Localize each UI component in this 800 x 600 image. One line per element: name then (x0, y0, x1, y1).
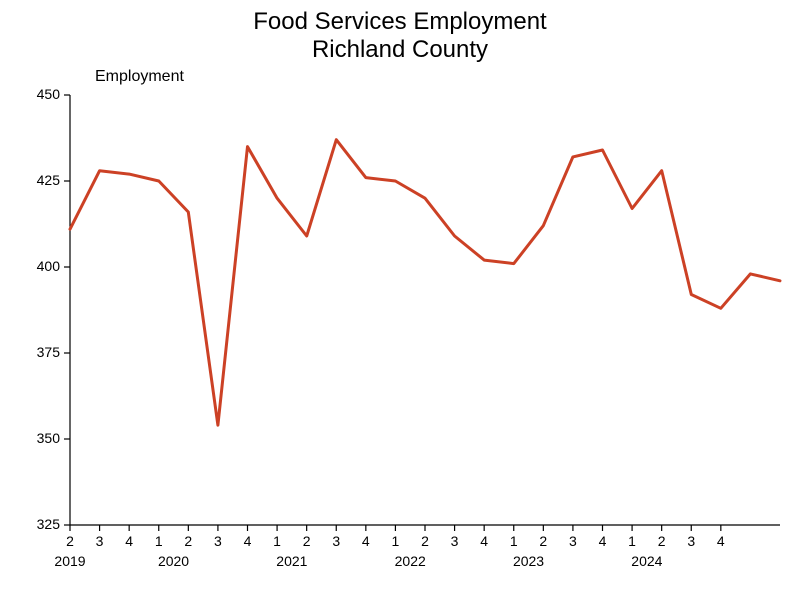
x-year-label: 2024 (631, 553, 662, 569)
y-tick-label: 350 (20, 430, 60, 446)
x-tick-label: 4 (480, 533, 488, 549)
x-tick-label: 3 (96, 533, 104, 549)
x-tick-label: 2 (66, 533, 74, 549)
x-tick-label: 4 (244, 533, 252, 549)
y-tick-label: 400 (20, 258, 60, 274)
x-tick-label: 3 (687, 533, 695, 549)
x-tick-label: 2 (421, 533, 429, 549)
x-tick-label: 1 (628, 533, 636, 549)
x-tick-label: 1 (392, 533, 400, 549)
x-tick-label: 4 (362, 533, 370, 549)
data-line (70, 140, 780, 426)
x-tick-label: 2 (303, 533, 311, 549)
y-tick-label: 425 (20, 172, 60, 188)
chart-container: Food Services Employment Richland County… (0, 0, 800, 600)
x-year-label: 2020 (158, 553, 189, 569)
y-tick-label: 450 (20, 86, 60, 102)
x-tick-label: 3 (569, 533, 577, 549)
y-tick-label: 375 (20, 344, 60, 360)
x-tick-label: 1 (510, 533, 518, 549)
x-tick-label: 4 (717, 533, 725, 549)
chart-svg (0, 0, 800, 600)
x-tick-label: 3 (332, 533, 340, 549)
x-tick-label: 4 (599, 533, 607, 549)
x-tick-label: 3 (451, 533, 459, 549)
x-tick-label: 2 (658, 533, 666, 549)
x-year-label: 2023 (513, 553, 544, 569)
x-tick-label: 4 (125, 533, 133, 549)
x-tick-label: 3 (214, 533, 222, 549)
x-tick-label: 2 (539, 533, 547, 549)
x-tick-label: 2 (184, 533, 192, 549)
x-tick-label: 1 (155, 533, 163, 549)
y-tick-label: 325 (20, 516, 60, 532)
x-year-label: 2021 (276, 553, 307, 569)
x-tick-label: 1 (273, 533, 281, 549)
x-year-label: 2019 (54, 553, 85, 569)
x-year-label: 2022 (395, 553, 426, 569)
